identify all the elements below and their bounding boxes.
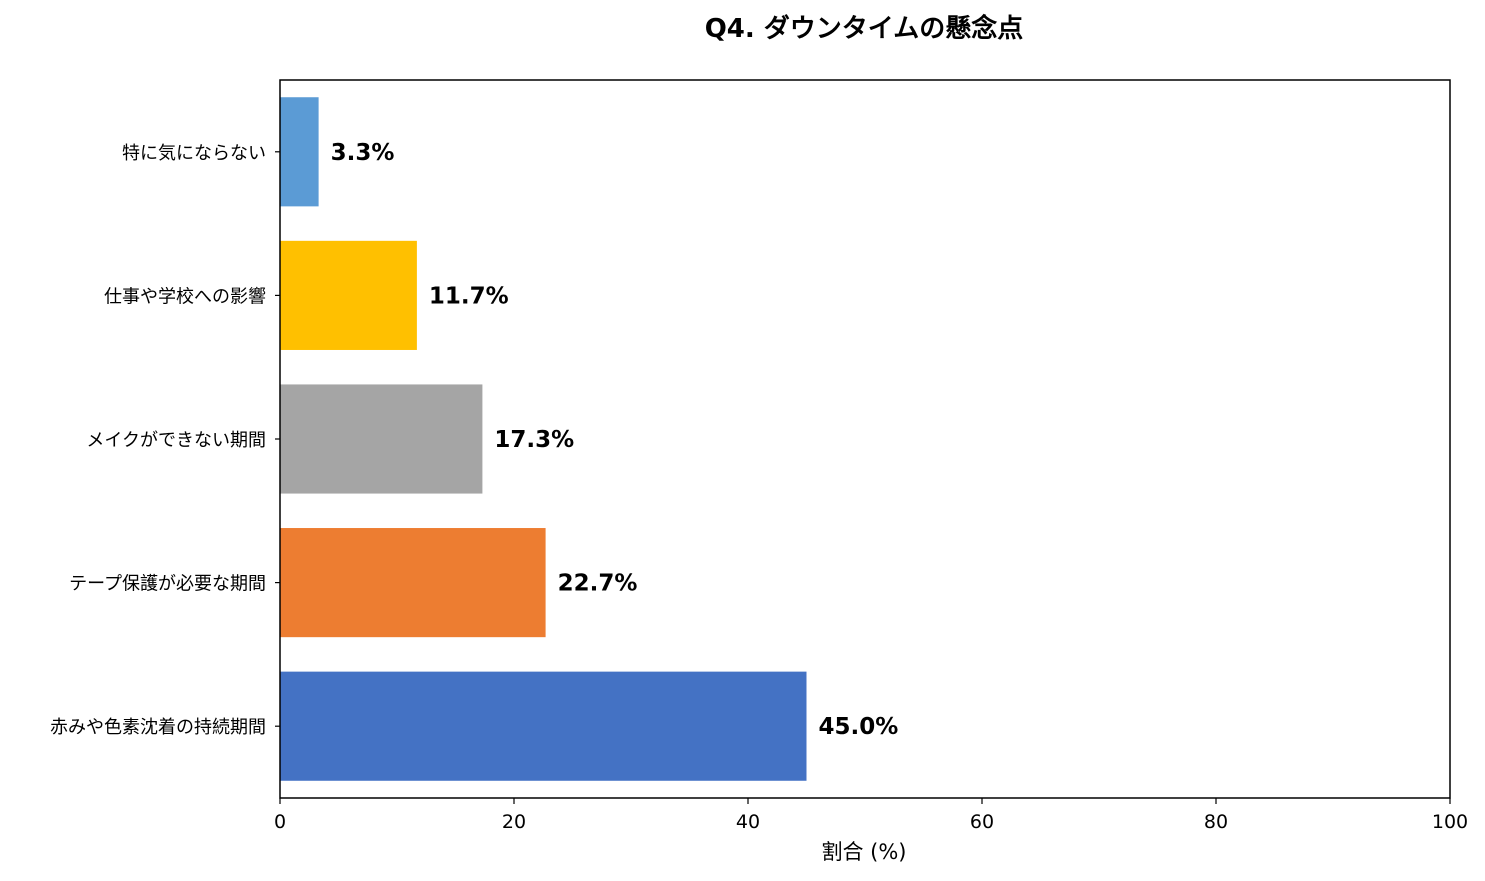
bar <box>280 671 807 781</box>
category-label: メイクができない期間 <box>86 430 266 451</box>
category-labels: 特に気にならない仕事や学校への影響メイクができない期間テープ保護が必要な期間赤み… <box>50 143 280 738</box>
data-label: 17.3% <box>494 427 574 453</box>
x-tick-label: 100 <box>1432 811 1468 833</box>
x-tick-label: 80 <box>1204 811 1228 833</box>
bar <box>280 384 483 494</box>
category-label: 特に気にならない <box>122 143 266 164</box>
category-label: テープ保護が必要な期間 <box>69 574 266 595</box>
category-label: 赤みや色素沈着の持続期間 <box>50 717 266 738</box>
bar <box>280 240 417 350</box>
data-label: 22.7% <box>558 571 638 597</box>
data-label: 45.0% <box>819 714 899 740</box>
x-tick-label: 0 <box>274 811 286 833</box>
chart-title: Q4. ダウンタイムの懸念点 <box>705 13 1024 44</box>
bar <box>280 97 319 207</box>
bar <box>280 528 546 638</box>
data-label: 11.7% <box>429 283 509 309</box>
x-tick-label: 40 <box>736 811 760 833</box>
data-label: 3.3% <box>331 140 395 166</box>
x-tick-label: 60 <box>970 811 994 833</box>
category-label: 仕事や学校への影響 <box>104 286 266 307</box>
x-axis: 0 20 40 60 80 100 <box>274 798 1468 833</box>
plot-frame <box>279 79 1451 799</box>
x-tick-label: 20 <box>502 811 526 833</box>
x-axis-label: 割合 (%) <box>821 840 906 864</box>
bars-group <box>280 97 807 781</box>
data-labels: 3.3% 11.7% 17.3% 22.7% 45.0% <box>331 140 899 740</box>
